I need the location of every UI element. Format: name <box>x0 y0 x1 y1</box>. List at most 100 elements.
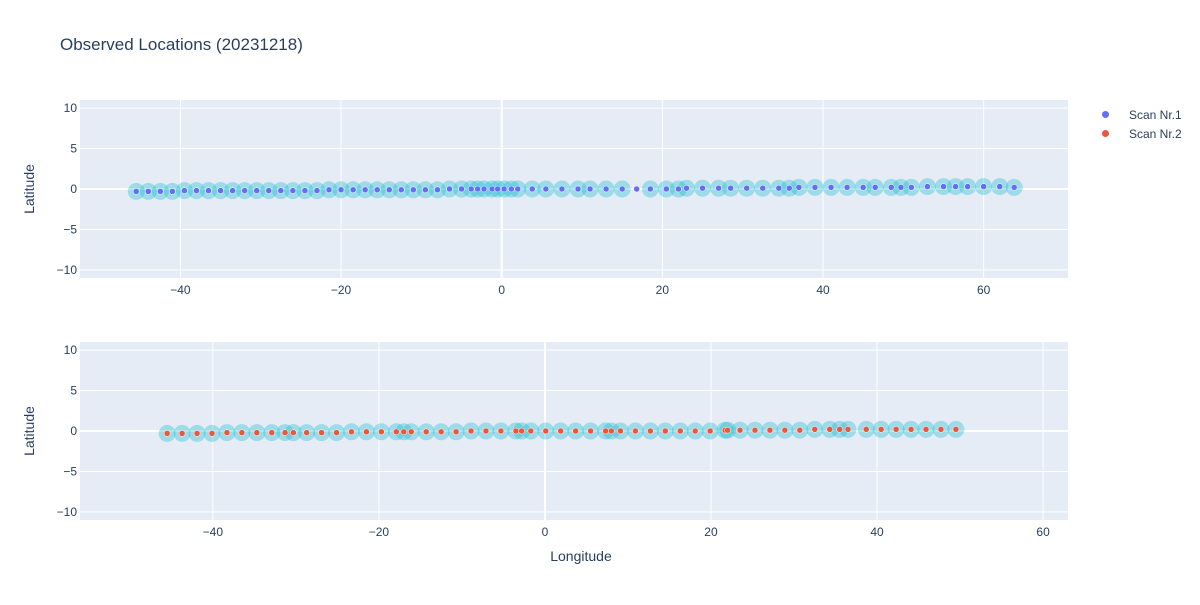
data-point <box>488 185 496 193</box>
data-point <box>647 427 654 435</box>
x-tick-label: 0 <box>542 525 549 539</box>
data-point <box>897 184 905 191</box>
data-point <box>265 187 273 194</box>
data-point <box>827 184 835 191</box>
data-point <box>996 183 1003 190</box>
x-tick-label: 60 <box>977 283 991 297</box>
y-tick-label: 5 <box>70 384 77 398</box>
data-point <box>238 429 246 436</box>
x-tick-label: 20 <box>704 525 718 539</box>
legend: Scan Nr.1 Scan Nr.2 <box>1098 105 1198 143</box>
data-point <box>241 187 248 194</box>
data-point <box>290 429 297 436</box>
data-point <box>467 185 475 193</box>
data-point <box>446 185 453 193</box>
data-point <box>677 427 684 435</box>
x-tick-label: −40 <box>170 283 191 297</box>
data-point <box>826 426 833 433</box>
data-point <box>482 427 490 435</box>
data-point <box>348 428 355 436</box>
data-point <box>422 186 429 194</box>
data-point <box>434 186 441 194</box>
data-point <box>795 184 803 191</box>
data-point <box>313 187 321 194</box>
data-point <box>924 183 931 190</box>
legend-label-scan-1: Scan Nr.1 <box>1129 107 1182 122</box>
data-point <box>602 185 610 193</box>
data-point <box>736 426 744 434</box>
data-point <box>500 185 508 193</box>
data-point <box>528 185 536 193</box>
y-tick-label: 0 <box>70 182 77 196</box>
data-point <box>325 186 333 194</box>
data-point <box>587 427 594 435</box>
data-point <box>907 426 915 433</box>
data-point <box>497 427 505 435</box>
legend-item-scan-2[interactable]: Scan Nr.2 <box>1098 124 1198 143</box>
data-point <box>663 185 670 193</box>
y-tick-label: −10 <box>57 263 78 277</box>
x-tick-label: −20 <box>331 283 352 297</box>
data-point <box>452 428 460 436</box>
data-point <box>474 185 481 193</box>
data-point <box>1010 184 1018 191</box>
data-point <box>859 184 867 191</box>
data-point <box>908 184 915 191</box>
data-point <box>574 185 582 193</box>
data-point <box>751 426 759 434</box>
data-point <box>952 426 960 433</box>
data-point <box>268 429 276 436</box>
data-point <box>157 188 164 195</box>
x-tick-label: −20 <box>369 525 390 539</box>
data-point <box>253 429 261 436</box>
data-point <box>557 427 564 435</box>
data-point <box>892 426 900 433</box>
data-point <box>508 185 515 193</box>
data-point <box>437 428 445 436</box>
data-point <box>132 188 140 195</box>
x-tick-label: 20 <box>656 283 670 297</box>
data-point <box>662 427 669 435</box>
data-point <box>337 186 345 194</box>
data-point <box>766 426 774 434</box>
data-point <box>494 185 501 193</box>
data-point <box>675 185 682 193</box>
data-point <box>602 427 609 435</box>
data-point <box>480 185 488 193</box>
data-point <box>373 186 381 194</box>
data-point <box>781 426 789 434</box>
data-point <box>877 426 885 433</box>
legend-item-scan-1[interactable]: Scan Nr.1 <box>1098 105 1198 124</box>
data-point <box>922 426 930 433</box>
data-point <box>349 186 357 194</box>
data-point <box>952 183 959 190</box>
data-point <box>862 426 870 433</box>
data-point <box>706 427 714 435</box>
data-point <box>964 183 971 190</box>
data-point <box>514 185 522 193</box>
x-tick-label: 60 <box>1036 525 1050 539</box>
y-tick-label: −10 <box>57 505 78 519</box>
data-point <box>223 429 231 436</box>
data-point <box>527 427 535 435</box>
data-point <box>980 183 987 190</box>
data-point <box>205 187 212 194</box>
data-point <box>844 426 852 433</box>
data-point <box>253 187 260 194</box>
y-axis-title: Latitude <box>21 164 37 214</box>
x-axis-title: Longitude <box>550 548 612 564</box>
data-point <box>558 185 566 193</box>
data-point <box>608 427 615 435</box>
data-point <box>796 426 804 434</box>
data-point <box>699 184 706 192</box>
legend-swatch-scan-1 <box>1102 111 1109 118</box>
plot-panel-2: −40 −20 0 20 40 60 −10 −5 0 5 10 Latitude Longitude <box>21 342 1068 564</box>
data-point <box>208 430 216 437</box>
data-point <box>467 427 475 435</box>
y-tick-label: 5 <box>70 142 77 156</box>
y-tick-label: −5 <box>63 222 77 236</box>
data-point <box>743 184 750 192</box>
data-point <box>775 184 783 192</box>
